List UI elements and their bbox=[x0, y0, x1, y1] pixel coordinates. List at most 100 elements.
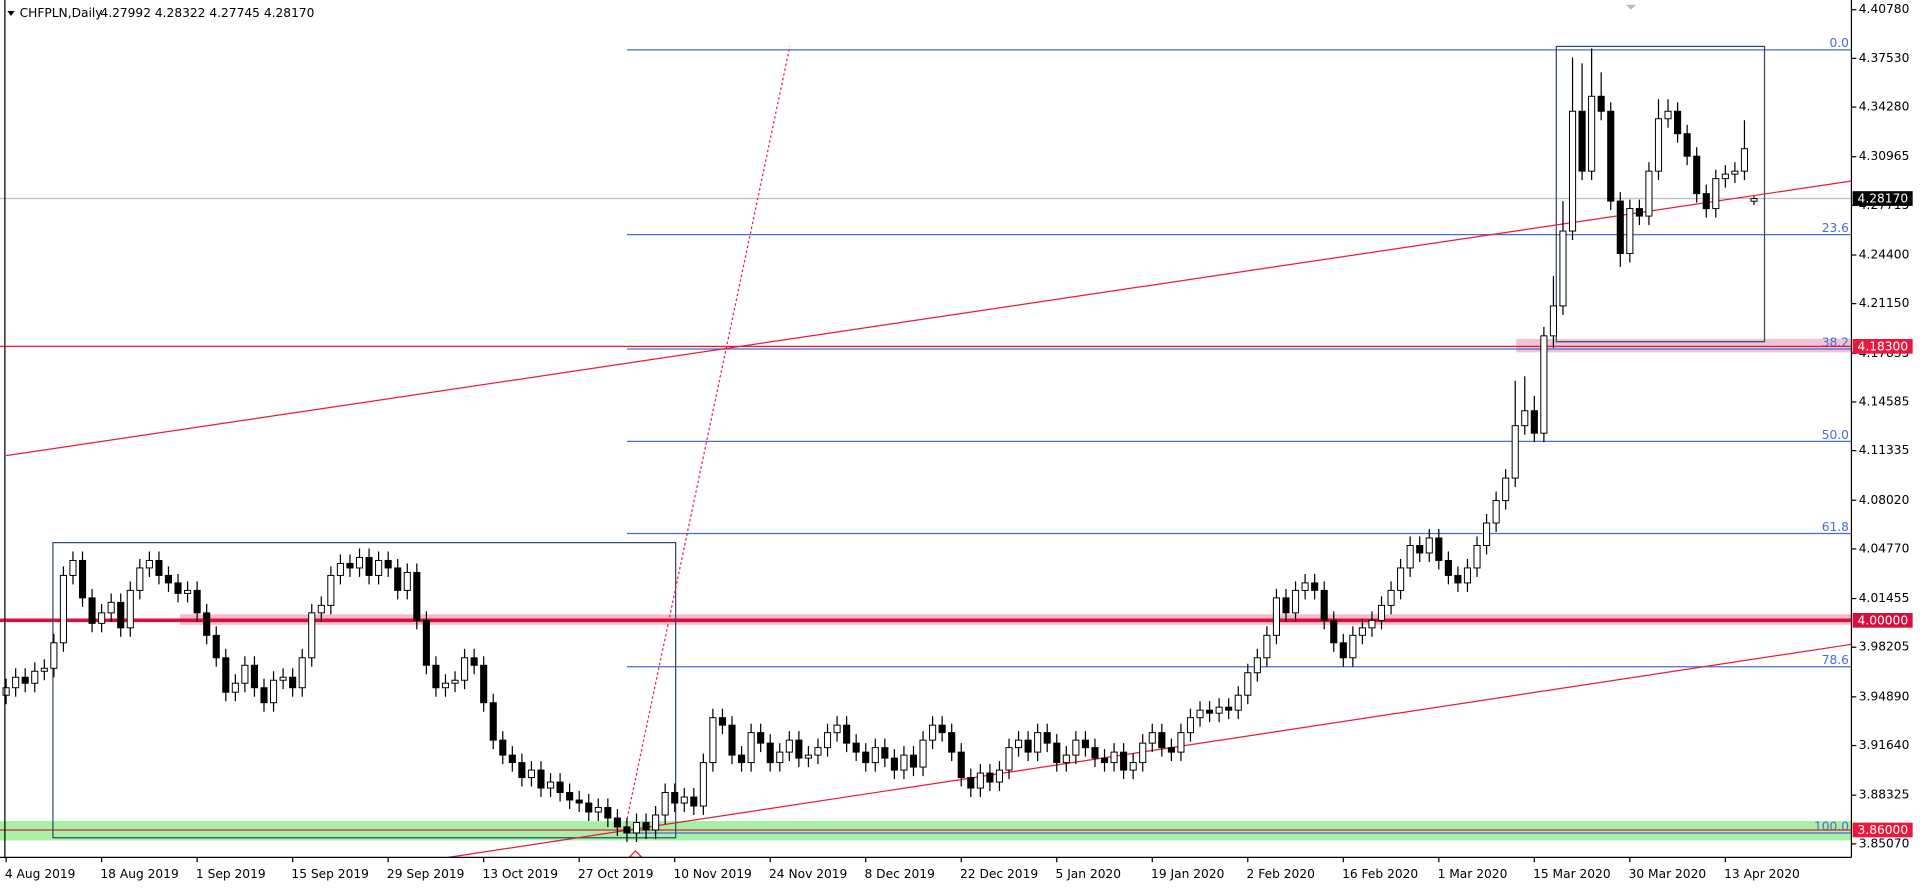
candle-body bbox=[1387, 589, 1395, 606]
candle-body bbox=[613, 817, 621, 828]
candle-body bbox=[470, 657, 478, 666]
candle-body bbox=[1225, 706, 1233, 711]
candle-body bbox=[795, 739, 803, 759]
candle-body bbox=[1167, 747, 1175, 753]
candle-body bbox=[1081, 739, 1089, 749]
candle-body bbox=[537, 769, 545, 789]
axes: 4.407804.375304.342804.309654.277154.244… bbox=[5, 2, 1913, 881]
candle-body bbox=[432, 664, 440, 689]
current-price-tag-text: 4.28170 bbox=[1858, 192, 1909, 206]
candle-body bbox=[1024, 739, 1032, 753]
candle-body bbox=[881, 747, 889, 759]
fibo-label: 0.0 bbox=[1830, 36, 1849, 50]
candle-body bbox=[1588, 95, 1596, 172]
candle-body bbox=[308, 612, 316, 659]
candle-body bbox=[155, 559, 163, 576]
y-tick-label: 4.01455 bbox=[1859, 591, 1910, 605]
candle-body bbox=[50, 642, 58, 669]
candle-body bbox=[1626, 208, 1634, 254]
candle-body bbox=[843, 724, 851, 744]
candle-body bbox=[40, 667, 48, 672]
candle-body bbox=[403, 571, 411, 591]
candle-body bbox=[1483, 522, 1491, 546]
candle-body bbox=[785, 739, 793, 753]
candle-body bbox=[776, 751, 784, 764]
candle-body bbox=[1435, 537, 1443, 561]
candle-body bbox=[184, 589, 192, 594]
candle-body bbox=[1502, 477, 1510, 502]
candle-body bbox=[1416, 544, 1424, 554]
candle-body bbox=[1683, 133, 1691, 157]
candle-body bbox=[1578, 110, 1586, 172]
candle-body bbox=[117, 601, 125, 629]
candle-body bbox=[107, 601, 115, 614]
candle-body bbox=[12, 676, 20, 689]
candle-body bbox=[718, 717, 727, 726]
candle-body bbox=[1377, 604, 1386, 621]
candle-body bbox=[919, 739, 927, 768]
candle-body bbox=[1320, 589, 1328, 621]
candle-body bbox=[1511, 425, 1519, 479]
candle-body bbox=[929, 724, 937, 741]
candle-body bbox=[661, 792, 669, 816]
candle-body bbox=[1740, 148, 1749, 172]
candle-body bbox=[1674, 110, 1682, 135]
y-tick-label: 4.34280 bbox=[1859, 100, 1910, 114]
y-tick-label: 4.37530 bbox=[1859, 51, 1910, 65]
candle-body bbox=[1425, 537, 1433, 554]
candle-body bbox=[556, 781, 564, 794]
level-price-tag-text: 4.00000 bbox=[1858, 613, 1909, 627]
candle-body bbox=[1005, 747, 1013, 771]
candle-body bbox=[585, 802, 593, 813]
candle-body bbox=[1444, 559, 1452, 576]
fibo-label: 61.8 bbox=[1822, 520, 1849, 534]
candle-body bbox=[1635, 208, 1643, 217]
candle-body bbox=[1263, 634, 1271, 659]
candle-body bbox=[1206, 709, 1214, 714]
candle-body bbox=[1158, 732, 1166, 749]
candle-body bbox=[890, 757, 898, 771]
candle-body bbox=[1530, 410, 1538, 434]
candle-body bbox=[1454, 574, 1462, 584]
x-tick-label: 27 Oct 2019 bbox=[578, 867, 654, 881]
candle-body bbox=[1196, 709, 1204, 719]
candle-body bbox=[1015, 739, 1023, 749]
x-tick-label: 8 Dec 2019 bbox=[865, 867, 935, 881]
trendline bbox=[623, 46, 791, 834]
candle-body bbox=[260, 687, 268, 704]
candle-body bbox=[1272, 597, 1280, 636]
candle-body bbox=[145, 559, 153, 569]
candle-body bbox=[231, 682, 239, 693]
candle-body bbox=[1406, 544, 1414, 569]
candle-body bbox=[98, 612, 106, 624]
candle-body bbox=[1043, 732, 1051, 744]
plot-area: 0.0 23.6 38.2 50.0 61.8 78.6 100.0 bbox=[0, 36, 1852, 858]
candle-body bbox=[1301, 582, 1309, 591]
candle-body bbox=[833, 724, 841, 734]
candle-body bbox=[948, 732, 956, 753]
candle-body bbox=[355, 556, 364, 569]
x-tick-label: 15 Mar 2020 bbox=[1533, 867, 1611, 881]
fibo-label: 23.6 bbox=[1822, 221, 1849, 235]
x-tick-label: 24 Nov 2019 bbox=[769, 867, 847, 881]
candle-body bbox=[690, 796, 698, 807]
candle-body bbox=[967, 777, 975, 789]
candle-body bbox=[546, 781, 555, 789]
candle-body bbox=[1110, 751, 1118, 764]
y-tick-label: 3.94890 bbox=[1859, 689, 1910, 703]
candle-body bbox=[1358, 627, 1366, 636]
y-tick-label: 3.98205 bbox=[1859, 640, 1910, 654]
candle-body bbox=[1549, 305, 1557, 337]
candle-body bbox=[823, 732, 832, 749]
y-tick-label: 4.14585 bbox=[1859, 394, 1910, 408]
x-tick-label: 2 Feb 2020 bbox=[1247, 867, 1315, 881]
candle-body bbox=[814, 747, 822, 756]
candle-body bbox=[518, 762, 526, 779]
x-tick-label: 30 Mar 2020 bbox=[1629, 867, 1707, 881]
price-zone bbox=[1516, 338, 1852, 353]
candle-body bbox=[1339, 642, 1347, 659]
candle-body bbox=[1053, 742, 1061, 764]
y-tick-label: 4.04770 bbox=[1859, 541, 1910, 555]
candle-body bbox=[1091, 747, 1099, 759]
